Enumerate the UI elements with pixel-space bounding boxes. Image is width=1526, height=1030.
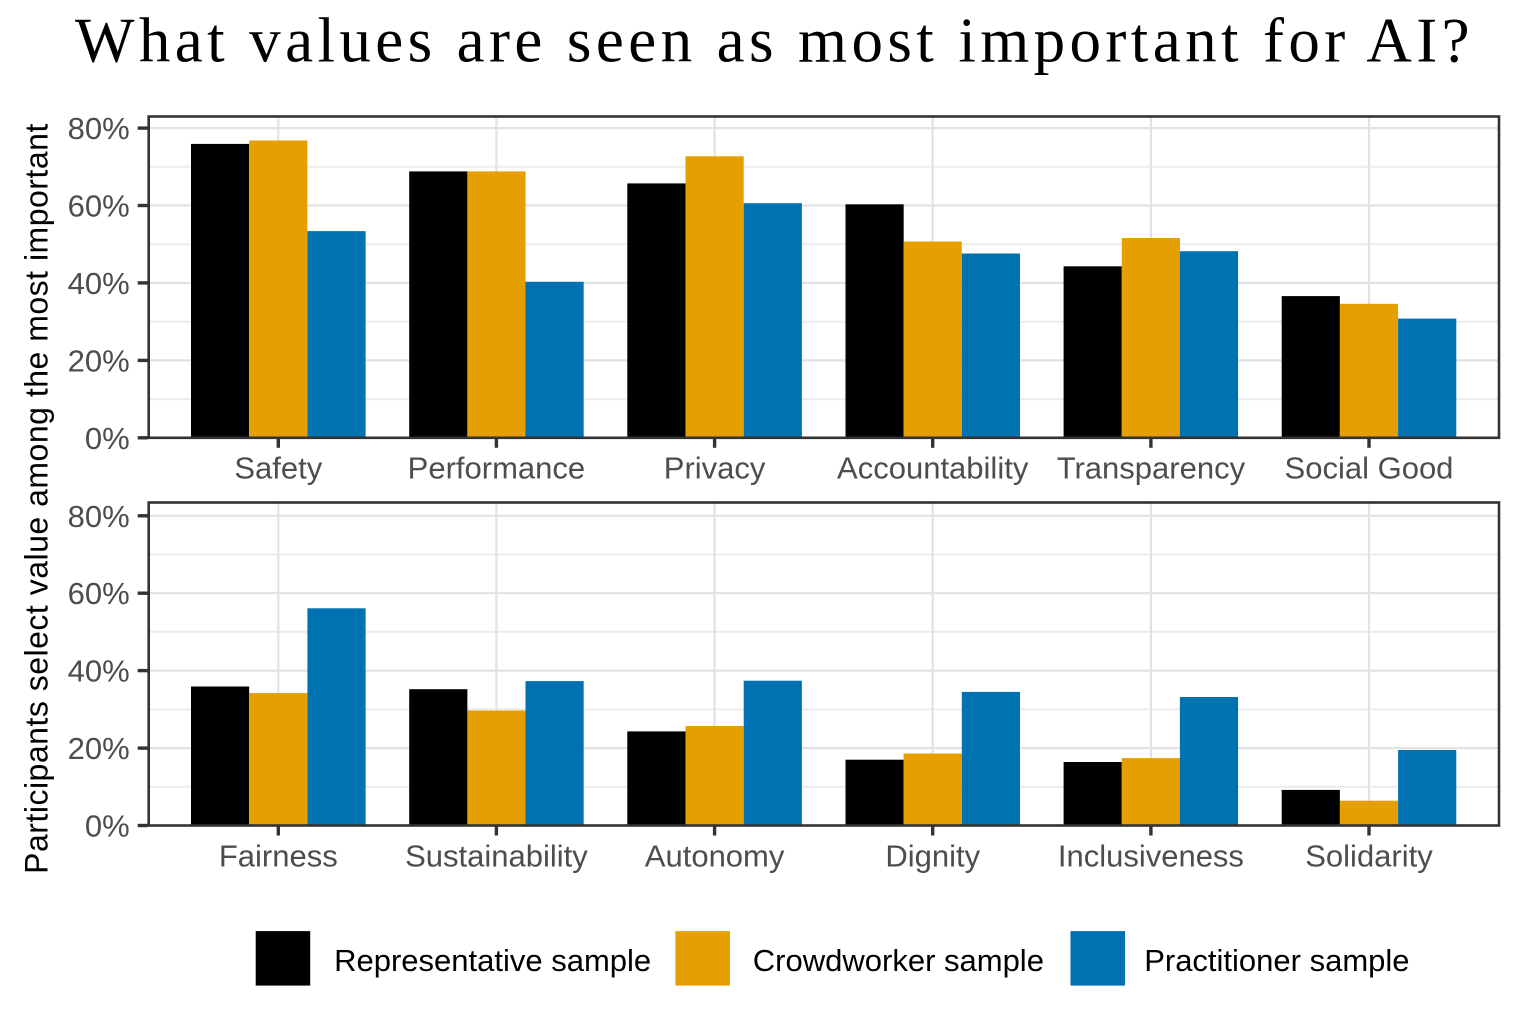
svg-text:40%: 40% bbox=[68, 654, 130, 689]
svg-text:0%: 0% bbox=[85, 421, 130, 456]
svg-text:40%: 40% bbox=[68, 266, 130, 301]
svg-text:0%: 0% bbox=[85, 809, 130, 844]
svg-text:Participants select value amon: Participants select value among the most… bbox=[19, 123, 55, 874]
svg-text:80%: 80% bbox=[68, 111, 130, 146]
svg-text:60%: 60% bbox=[68, 576, 130, 611]
svg-text:Privacy: Privacy bbox=[664, 451, 766, 486]
svg-text:Inclusiveness: Inclusiveness bbox=[1058, 838, 1244, 873]
svg-text:Accountability: Accountability bbox=[837, 451, 1029, 486]
svg-text:Transparency: Transparency bbox=[1057, 451, 1246, 486]
svg-text:Practitioner sample: Practitioner sample bbox=[1144, 943, 1409, 978]
svg-text:20%: 20% bbox=[68, 343, 130, 378]
svg-text:Solidarity: Solidarity bbox=[1305, 838, 1433, 873]
svg-text:Performance: Performance bbox=[408, 451, 585, 486]
svg-text:60%: 60% bbox=[68, 189, 130, 224]
svg-text:Dignity: Dignity bbox=[885, 838, 980, 873]
svg-text:Social Good: Social Good bbox=[1285, 451, 1454, 486]
svg-text:Sustainability: Sustainability bbox=[405, 838, 588, 873]
svg-text:20%: 20% bbox=[68, 731, 130, 766]
svg-text:Autonomy: Autonomy bbox=[645, 838, 785, 873]
svg-text:What values are seen as most i: What values are seen as most important f… bbox=[75, 6, 1474, 76]
svg-text:Safety: Safety bbox=[234, 451, 322, 486]
svg-text:Crowdworker sample: Crowdworker sample bbox=[753, 943, 1044, 978]
svg-text:Representative sample: Representative sample bbox=[334, 943, 651, 978]
svg-text:80%: 80% bbox=[68, 499, 130, 534]
svg-text:Fairness: Fairness bbox=[219, 838, 338, 873]
